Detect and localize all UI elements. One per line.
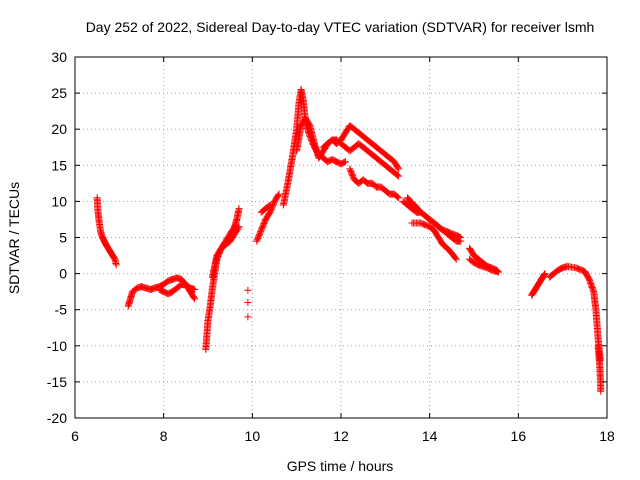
series-isolated	[244, 286, 252, 321]
data-point	[234, 224, 242, 232]
series-arc-13	[404, 194, 465, 245]
series-arc-6	[253, 190, 283, 245]
data-point	[451, 254, 459, 262]
x-tick-label: 14	[422, 428, 438, 444]
series-arc-17	[528, 270, 549, 299]
data-point	[191, 295, 199, 303]
y-tick-label: 20	[51, 121, 67, 137]
x-tick-label: 16	[511, 428, 527, 444]
data-point	[191, 285, 199, 293]
data-point	[540, 271, 548, 279]
data-point	[395, 172, 403, 180]
data-point	[112, 261, 120, 269]
data-point	[110, 253, 118, 261]
series-arc-10	[319, 136, 403, 180]
axes: 6 8 10 12 14 16 18 -20 -15 -10 -5 0 5 10 15 20 25 30	[47, 49, 615, 444]
data-point	[235, 223, 243, 231]
series-arc-3	[155, 280, 199, 298]
series-arc-5	[208, 223, 243, 281]
data-point	[235, 205, 243, 213]
data-point	[265, 202, 273, 210]
data-point	[457, 237, 465, 245]
x-axis-label: GPS time / hours	[287, 458, 394, 474]
data-point	[190, 294, 198, 302]
x-tick-label: 8	[160, 428, 168, 444]
x-tick-label: 6	[71, 428, 79, 444]
y-tick-label: 30	[51, 49, 67, 65]
data-point	[394, 193, 402, 201]
data-point	[274, 191, 282, 199]
data-point	[394, 164, 402, 172]
data-point	[341, 158, 349, 166]
y-tick-label: -15	[47, 374, 67, 390]
chart-title: Day 252 of 2022, Sidereal Day-to-day VTE…	[86, 19, 595, 35]
x-tick-label: 12	[333, 428, 349, 444]
data-point	[395, 165, 403, 173]
y-tick-label: 25	[51, 85, 67, 101]
y-tick-label: 10	[51, 193, 67, 209]
data-point	[275, 190, 283, 198]
data-point	[597, 387, 605, 395]
data-point	[540, 271, 548, 279]
data-point	[452, 255, 460, 263]
y-axis-label: SDTVAR / TECUs	[6, 182, 22, 294]
y-tick-label: 0	[59, 266, 67, 282]
y-tick-label: -20	[47, 410, 67, 426]
data-point	[541, 270, 549, 278]
y-tick-label: -5	[55, 302, 68, 318]
y-tick-label: 15	[51, 157, 67, 173]
data-point	[244, 313, 252, 321]
series-arc-7	[257, 201, 274, 216]
series-arc-14	[408, 219, 460, 263]
y-tick-label: 5	[59, 230, 67, 246]
data-point	[266, 201, 274, 209]
data-point	[394, 171, 402, 179]
series-arc-16	[466, 255, 500, 275]
grid	[75, 57, 607, 418]
data-point	[492, 267, 500, 275]
data-point	[340, 158, 348, 166]
series-arc-19	[594, 342, 605, 395]
data-point	[244, 286, 252, 294]
data-point	[395, 194, 403, 202]
y-tick-label: -10	[47, 338, 67, 354]
series-arc-11	[346, 165, 403, 202]
x-tick-label: 10	[245, 428, 261, 444]
series-arc-1	[93, 194, 120, 269]
data-point	[244, 298, 252, 306]
x-tick-label: 18	[599, 428, 615, 444]
data-points	[93, 85, 605, 395]
